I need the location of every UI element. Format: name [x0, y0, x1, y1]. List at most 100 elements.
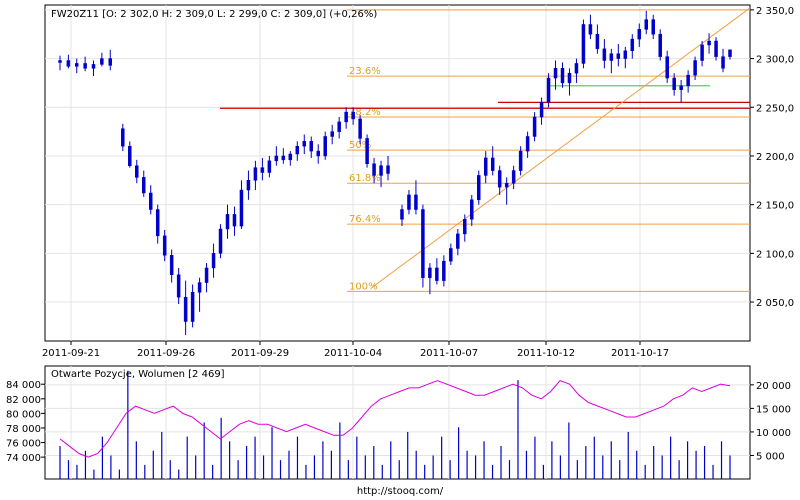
candle-body — [358, 118, 362, 139]
candle-body — [135, 165, 139, 178]
candle-body — [246, 180, 251, 191]
open-interest-y-tick-label: 84 000 — [6, 380, 41, 391]
price-y-tick-label: 2 350,0 — [756, 6, 794, 17]
trend-line — [371, 7, 751, 288]
volume-panel: 74 000 76 000 78 000 80 000 82 000 84 000 5 0… — [6, 365, 791, 480]
price-y-tick-label: 2 250,0 — [756, 103, 794, 114]
open-interest-y-tick-label: 74 000 — [6, 453, 41, 464]
candle-body — [414, 194, 418, 210]
candle-body — [190, 292, 195, 322]
candle-body — [588, 24, 593, 35]
candle-body — [463, 219, 467, 235]
candle-body — [693, 60, 697, 76]
candle-body — [75, 63, 79, 67]
candle-body — [679, 85, 683, 90]
candle-body — [365, 138, 369, 164]
candle-body — [239, 189, 244, 227]
candle-body — [260, 167, 265, 173]
candle-body — [644, 19, 648, 30]
candle-body — [456, 233, 460, 249]
candle-body — [83, 63, 87, 69]
candle-body — [351, 111, 355, 120]
candle-body — [400, 209, 404, 220]
candle-body — [330, 131, 334, 137]
candle-body — [637, 29, 642, 40]
candle-body — [344, 111, 348, 123]
fib-level-label: 23.6% — [349, 66, 381, 77]
date-x-axis: 2011-09-21 2011-09-26 2011-09-29 2011-10-04… — [42, 341, 669, 359]
fib-level-label: 76.4% — [349, 214, 381, 225]
candle-body — [288, 153, 293, 161]
candle-body — [162, 235, 167, 256]
fib-level-label: 50% — [349, 140, 371, 151]
candle-body — [386, 165, 390, 174]
candle-body — [525, 136, 530, 152]
candle-body — [714, 40, 718, 57]
candle-body — [253, 167, 258, 181]
candle-body — [686, 74, 690, 87]
candle-body — [609, 53, 614, 61]
fib-level-label: 61.8% — [349, 173, 381, 184]
candle-body — [128, 145, 132, 166]
price-y-axis: 2 050,0 2 100,0 2 150,0 2 200,0 2 250,0 2 300… — [750, 6, 794, 309]
candle-body — [100, 58, 104, 65]
candlestick-series — [58, 10, 732, 336]
candle-body — [707, 40, 711, 46]
candle-body — [574, 63, 579, 74]
open-interest-y-tick-label: 80 000 — [6, 409, 41, 420]
price-plot-area — [44, 4, 751, 342]
candle-body — [281, 155, 286, 161]
volume-y-tick-label: 20 000 — [756, 381, 791, 392]
candle-body — [532, 116, 537, 137]
candle-body — [169, 255, 174, 276]
candle-body — [225, 214, 230, 230]
candle-body — [121, 128, 125, 147]
open-interest-line — [59, 380, 731, 458]
candle-body — [197, 282, 202, 293]
candle-body — [518, 150, 523, 171]
candle-body — [651, 19, 655, 35]
candle-body — [630, 38, 635, 52]
candle-body — [379, 165, 383, 176]
candle-body — [421, 209, 425, 278]
candle-body — [407, 194, 411, 210]
candle-body — [470, 199, 474, 220]
candle-body — [435, 267, 439, 281]
candle-body — [428, 267, 432, 278]
candle-body — [623, 50, 628, 59]
date-x-tick-label: 2011-09-29 — [231, 348, 289, 359]
candle-body — [442, 260, 446, 281]
candle-body — [302, 141, 307, 147]
candle-body — [728, 49, 732, 57]
candle-body — [155, 209, 160, 237]
candle-body — [560, 68, 565, 84]
candle-body — [490, 157, 495, 171]
candle-body — [309, 141, 313, 152]
volume-y-axis: 5 000 10 000 15 000 20 000 — [750, 381, 791, 462]
price-y-tick-label: 2 150,0 — [756, 201, 794, 212]
candle-body — [539, 102, 544, 118]
candle-body — [211, 253, 216, 269]
candle-body — [295, 145, 300, 155]
candle-body — [66, 60, 71, 67]
date-x-tick-label: 2011-10-04 — [324, 348, 382, 359]
open-interest-y-tick-label: 82 000 — [6, 395, 41, 406]
candle-body — [477, 175, 481, 201]
candle-body — [665, 56, 669, 79]
candle-body — [218, 228, 223, 254]
volume-y-tick-label: 15 000 — [756, 404, 791, 415]
price-y-tick-label: 2 200,0 — [756, 152, 794, 163]
candle-body — [142, 177, 146, 194]
open-interest-y-axis: 74 000 76 000 78 000 80 000 82 000 84 000 — [6, 380, 45, 464]
candle-body — [721, 56, 725, 69]
candle-body — [274, 155, 279, 162]
candle-body — [511, 170, 516, 184]
candle-body — [316, 150, 320, 157]
date-x-tick-label: 2011-09-26 — [137, 348, 195, 359]
candle-body — [483, 157, 488, 176]
open-interest-polyline — [59, 380, 731, 458]
fibonacci-levels: 23.6% 38.2% 50% 61.8% 76.4% 100% — [347, 9, 750, 292]
date-x-tick-label: 2011-10-07 — [420, 348, 478, 359]
candle-body — [148, 192, 153, 210]
